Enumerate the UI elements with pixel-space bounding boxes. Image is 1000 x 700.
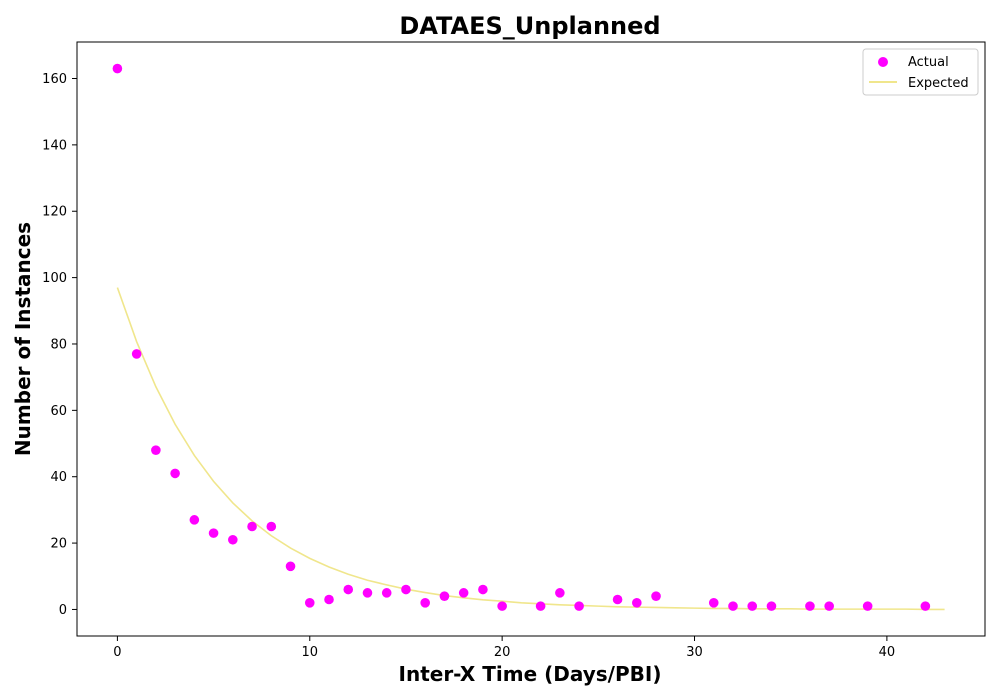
- data-point-actual: [170, 468, 180, 479]
- data-point-actual: [247, 521, 257, 532]
- data-point-actual: [401, 584, 411, 595]
- data-point-actual: [632, 598, 642, 608]
- data-point-actual: [208, 528, 219, 538]
- data-point-actual: [420, 598, 430, 608]
- y-tick-label: 20: [50, 537, 67, 552]
- plot-frame: [76, 41, 986, 637]
- x-axis-label: Inter-X Time (Days/PBI): [399, 662, 662, 686]
- plot-area: 0 10 20 30 40 0 20 40 60 80 100 120 140 160: [42, 41, 986, 660]
- data-point-actual: [920, 601, 931, 611]
- data-point-actual: [747, 601, 758, 611]
- chart-title: DATAES_Unplanned: [399, 12, 660, 40]
- y-tick-label: 100: [42, 271, 67, 286]
- y-tick-label: 160: [42, 72, 67, 87]
- data-point-actual: [862, 601, 873, 611]
- legend-box: [862, 48, 979, 96]
- legend-label-actual: Actual: [908, 55, 949, 70]
- data-point-actual: [612, 594, 623, 605]
- data-point-actual: [151, 445, 161, 455]
- data-point-actual: [112, 63, 123, 74]
- y-tick-label: 0: [59, 603, 67, 618]
- data-point-actual: [555, 588, 565, 598]
- x-tick-label: 30: [686, 645, 703, 660]
- data-point-actual: [497, 601, 507, 611]
- data-point-actual: [266, 521, 277, 532]
- y-tick-label: 60: [50, 404, 67, 419]
- y-tick-label: 80: [50, 337, 67, 352]
- data-point-actual: [439, 591, 450, 601]
- data-point-actual: [362, 588, 373, 598]
- data-point-actual: [381, 588, 392, 598]
- legend-marker-actual: [878, 57, 888, 67]
- data-point-actual: [285, 561, 296, 572]
- data-point-actual: [574, 601, 584, 611]
- data-point-actual: [805, 601, 815, 611]
- x-tick-label: 0: [113, 645, 121, 660]
- legend: Actual Expected: [862, 48, 979, 96]
- legend-label-expected: Expected: [908, 76, 969, 91]
- x-tick-label: 20: [494, 645, 511, 660]
- data-point-actual: [304, 598, 315, 608]
- data-point-actual: [535, 601, 546, 611]
- data-point-actual: [766, 601, 777, 611]
- data-point-actual: [728, 601, 738, 611]
- data-point-actual: [651, 591, 661, 601]
- data-point-actual: [478, 584, 488, 595]
- y-tick-label: 140: [42, 138, 67, 153]
- data-point-actual: [824, 601, 834, 611]
- y-tick-label: 40: [50, 470, 67, 485]
- x-tick-label: 10: [301, 645, 318, 660]
- data-point-actual: [131, 349, 142, 359]
- data-point-actual: [458, 588, 469, 598]
- y-tick-label: 120: [42, 205, 67, 220]
- data-point-actual: [189, 515, 200, 525]
- data-point-actual: [228, 534, 238, 545]
- y-axis-label: Number of Instances: [11, 222, 35, 456]
- x-tick-label: 40: [879, 645, 896, 660]
- data-point-actual: [324, 594, 334, 605]
- data-point-actual: [343, 584, 354, 595]
- data-point-actual: [708, 598, 719, 608]
